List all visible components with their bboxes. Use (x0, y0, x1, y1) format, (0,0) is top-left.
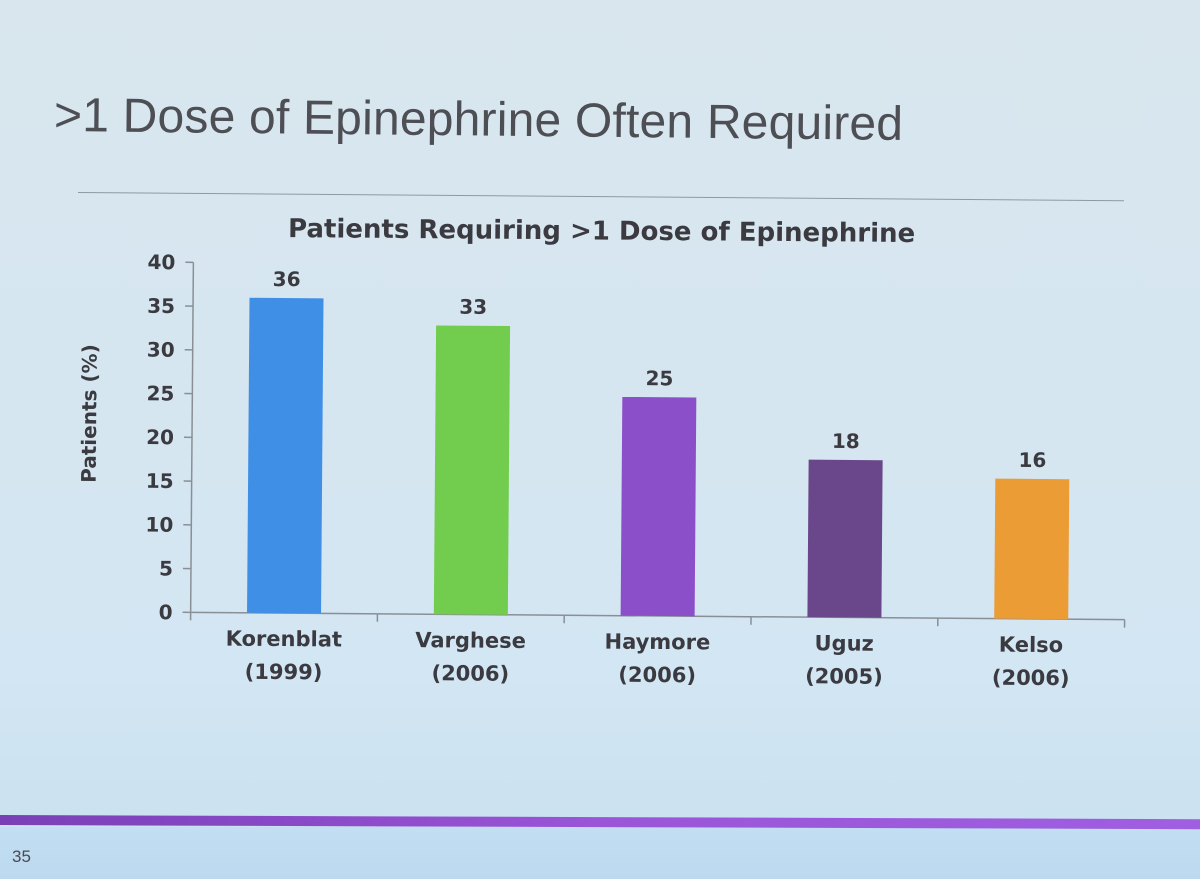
x-tick-label-year: (2006) (431, 661, 509, 686)
bar-korenblat (247, 297, 324, 614)
data-label: 25 (645, 366, 673, 390)
y-tick-label: 10 (145, 512, 173, 536)
data-label: 36 (273, 267, 301, 291)
data-label: 16 (1018, 448, 1046, 472)
bar-kelso (994, 478, 1070, 620)
x-tick-label: Korenblat (226, 627, 343, 652)
y-tick-label: 0 (159, 600, 173, 624)
bars (247, 297, 1070, 620)
slide-number: 35 (12, 847, 31, 866)
x-tick-label-year: (1999) (245, 660, 323, 685)
bar-uguz (807, 459, 883, 618)
data-label: 18 (832, 429, 860, 453)
y-tick-label: 35 (147, 294, 175, 318)
x-tick-label-year: (2006) (992, 666, 1070, 691)
y-tick-label: 15 (146, 469, 174, 493)
bar-varghese (433, 325, 511, 615)
y-tick-label: 25 (146, 381, 174, 405)
x-tick-label: Haymore (604, 630, 710, 655)
y-tick-label: 30 (147, 337, 175, 361)
bar-haymore (620, 396, 697, 617)
labels: 36 Korenblat (1999) 33 Varghese (2006) 25 Haymo… (226, 267, 1070, 691)
x-tick-label-year: (2006) (618, 663, 696, 688)
x-tick-label: Uguz (814, 631, 873, 655)
y-tick-label: 5 (159, 556, 173, 580)
x-tick-label: Kelso (999, 633, 1063, 658)
chart-title: Patients Requiring >1 Dose of Epinephrin… (288, 214, 915, 249)
y-tick-label: 40 (147, 250, 175, 274)
y-axis-label: Patients (%) (77, 344, 102, 483)
data-label: 33 (459, 295, 487, 319)
bottom-band (0, 827, 1200, 879)
axes: 0 5 10 15 20 25 30 35 40 (145, 250, 1126, 628)
x-tick-label: Varghese (415, 628, 526, 653)
y-tick-label: 20 (146, 425, 174, 449)
x-tick-label-year: (2005) (805, 664, 883, 689)
